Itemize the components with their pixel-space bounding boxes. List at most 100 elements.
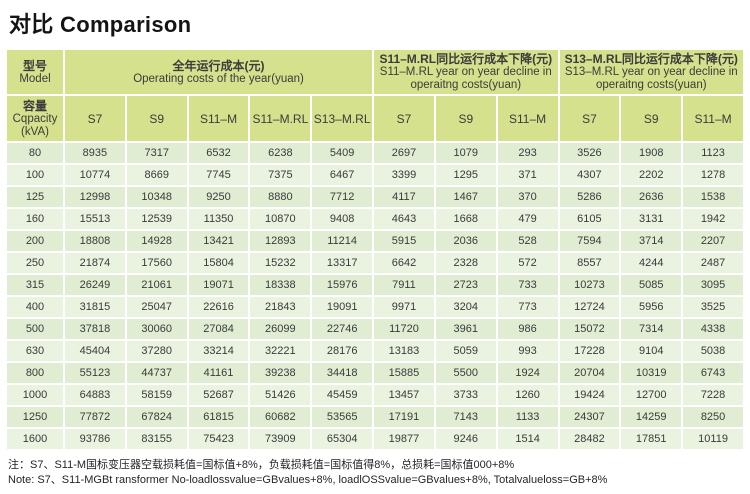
- value-cell: 986: [497, 319, 558, 339]
- value-cell: 7143: [435, 407, 496, 427]
- value-cell: 22616: [188, 297, 249, 317]
- value-cell: 993: [497, 341, 558, 361]
- s13-decline-label-en: S13–M.RL year on year decline in operait…: [564, 66, 738, 91]
- capacity-cell: 125: [7, 187, 63, 207]
- value-cell: 6467: [312, 165, 373, 185]
- value-cell: 8669: [126, 165, 187, 185]
- value-cell: 7712: [312, 187, 373, 207]
- value-cell: 3525: [683, 297, 743, 317]
- value-cell: 12998: [65, 187, 125, 207]
- value-cell: 7375: [250, 165, 311, 185]
- table-row: 800 55123 44737 41161 39238 34418 15885 5500 192…: [7, 363, 743, 383]
- value-cell: 93786: [65, 429, 125, 449]
- value-cell: 7317: [126, 143, 187, 163]
- value-cell: 2636: [621, 187, 682, 207]
- value-cell: 5059: [435, 341, 496, 361]
- value-cell: 3399: [374, 165, 434, 185]
- value-cell: 5286: [559, 187, 620, 207]
- header-s13-decline-group: S13–M.RL同比运行成本下降(元) S13–M.RL year on yea…: [559, 50, 743, 94]
- operating-costs-label-zh: 全年运行成本(元): [172, 58, 265, 73]
- column-header: S9: [621, 96, 682, 141]
- value-cell: 53565: [312, 407, 373, 427]
- capacity-cell: 80: [7, 143, 63, 163]
- capacity-cell: 250: [7, 253, 63, 273]
- value-cell: 13183: [374, 341, 434, 361]
- value-cell: 7745: [188, 165, 249, 185]
- header-operating-costs-group: 全年运行成本(元) Operating costs of the year(yu…: [65, 50, 373, 94]
- value-cell: 6743: [683, 363, 743, 383]
- column-header: S11–M: [188, 96, 249, 141]
- value-cell: 21061: [126, 275, 187, 295]
- table-row: 400 31815 25047 22616 21843 19091 9971 3204 773 1…: [7, 297, 743, 317]
- value-cell: 10273: [559, 275, 620, 295]
- column-header: S13–M.RL: [312, 96, 373, 141]
- value-cell: 15804: [188, 253, 249, 273]
- value-cell: 58159: [126, 385, 187, 405]
- value-cell: 7228: [683, 385, 743, 405]
- value-cell: 10319: [621, 363, 682, 383]
- value-cell: 21843: [250, 297, 311, 317]
- value-cell: 15885: [374, 363, 434, 383]
- value-cell: 17851: [621, 429, 682, 449]
- value-cell: 5915: [374, 231, 434, 251]
- value-cell: 19071: [188, 275, 249, 295]
- table-row: 125 12998 10348 9250 8880 7712 4117 1467 370 5286…: [7, 187, 743, 207]
- value-cell: 11350: [188, 209, 249, 229]
- capacity-cell: 200: [7, 231, 63, 251]
- value-cell: 2697: [374, 143, 434, 163]
- value-cell: 528: [497, 231, 558, 251]
- table-row: 80 8935 7317 6532 6238 5409 2697 1079 293 3526 190…: [7, 143, 743, 163]
- value-cell: 2036: [435, 231, 496, 251]
- header-s11-decline-group: S11–M.RL同比运行成本下降(元) S11–M.RL year on yea…: [374, 50, 558, 94]
- value-cell: 20704: [559, 363, 620, 383]
- value-cell: 9250: [188, 187, 249, 207]
- value-cell: 2207: [683, 231, 743, 251]
- value-cell: 28482: [559, 429, 620, 449]
- value-cell: 2487: [683, 253, 743, 273]
- value-cell: 1668: [435, 209, 496, 229]
- value-cell: 15513: [65, 209, 125, 229]
- value-cell: 11214: [312, 231, 373, 251]
- value-cell: 5085: [621, 275, 682, 295]
- capacity-cell: 1600: [7, 429, 63, 449]
- value-cell: 8935: [65, 143, 125, 163]
- value-cell: 14928: [126, 231, 187, 251]
- value-cell: 33214: [188, 341, 249, 361]
- value-cell: 19424: [559, 385, 620, 405]
- capacity-cell: 1250: [7, 407, 63, 427]
- value-cell: 10348: [126, 187, 187, 207]
- value-cell: 12700: [621, 385, 682, 405]
- value-cell: 773: [497, 297, 558, 317]
- value-cell: 15232: [250, 253, 311, 273]
- value-cell: 8557: [559, 253, 620, 273]
- value-cell: 8880: [250, 187, 311, 207]
- value-cell: 1278: [683, 165, 743, 185]
- value-cell: 26249: [65, 275, 125, 295]
- value-cell: 15976: [312, 275, 373, 295]
- table-row: 200 18808 14928 13421 12893 11214 5915 2036 528 7…: [7, 231, 743, 251]
- value-cell: 25047: [126, 297, 187, 317]
- capacity-cell: 500: [7, 319, 63, 339]
- value-cell: 293: [497, 143, 558, 163]
- value-cell: 26099: [250, 319, 311, 339]
- value-cell: 7314: [621, 319, 682, 339]
- value-cell: 6105: [559, 209, 620, 229]
- value-cell: 2723: [435, 275, 496, 295]
- value-cell: 6532: [188, 143, 249, 163]
- value-cell: 31815: [65, 297, 125, 317]
- comparison-table: 型号 Model 全年运行成本(元) Operating costs of th…: [5, 48, 745, 451]
- value-cell: 733: [497, 275, 558, 295]
- table-header: 型号 Model 全年运行成本(元) Operating costs of th…: [7, 50, 743, 141]
- value-cell: 4307: [559, 165, 620, 185]
- value-cell: 5409: [312, 143, 373, 163]
- s13-decline-label-zh: S13–M.RL同比运行成本下降(元): [564, 52, 738, 66]
- value-cell: 1467: [435, 187, 496, 207]
- value-cell: 9408: [312, 209, 373, 229]
- table-row: 1250 77872 67824 61815 60682 53565 17191 7143 11…: [7, 407, 743, 427]
- value-cell: 44737: [126, 363, 187, 383]
- value-cell: 7911: [374, 275, 434, 295]
- value-cell: 5500: [435, 363, 496, 383]
- table-body: 80 8935 7317 6532 6238 5409 2697 1079 293 3526 190…: [7, 143, 743, 449]
- value-cell: 39238: [250, 363, 311, 383]
- value-cell: 10870: [250, 209, 311, 229]
